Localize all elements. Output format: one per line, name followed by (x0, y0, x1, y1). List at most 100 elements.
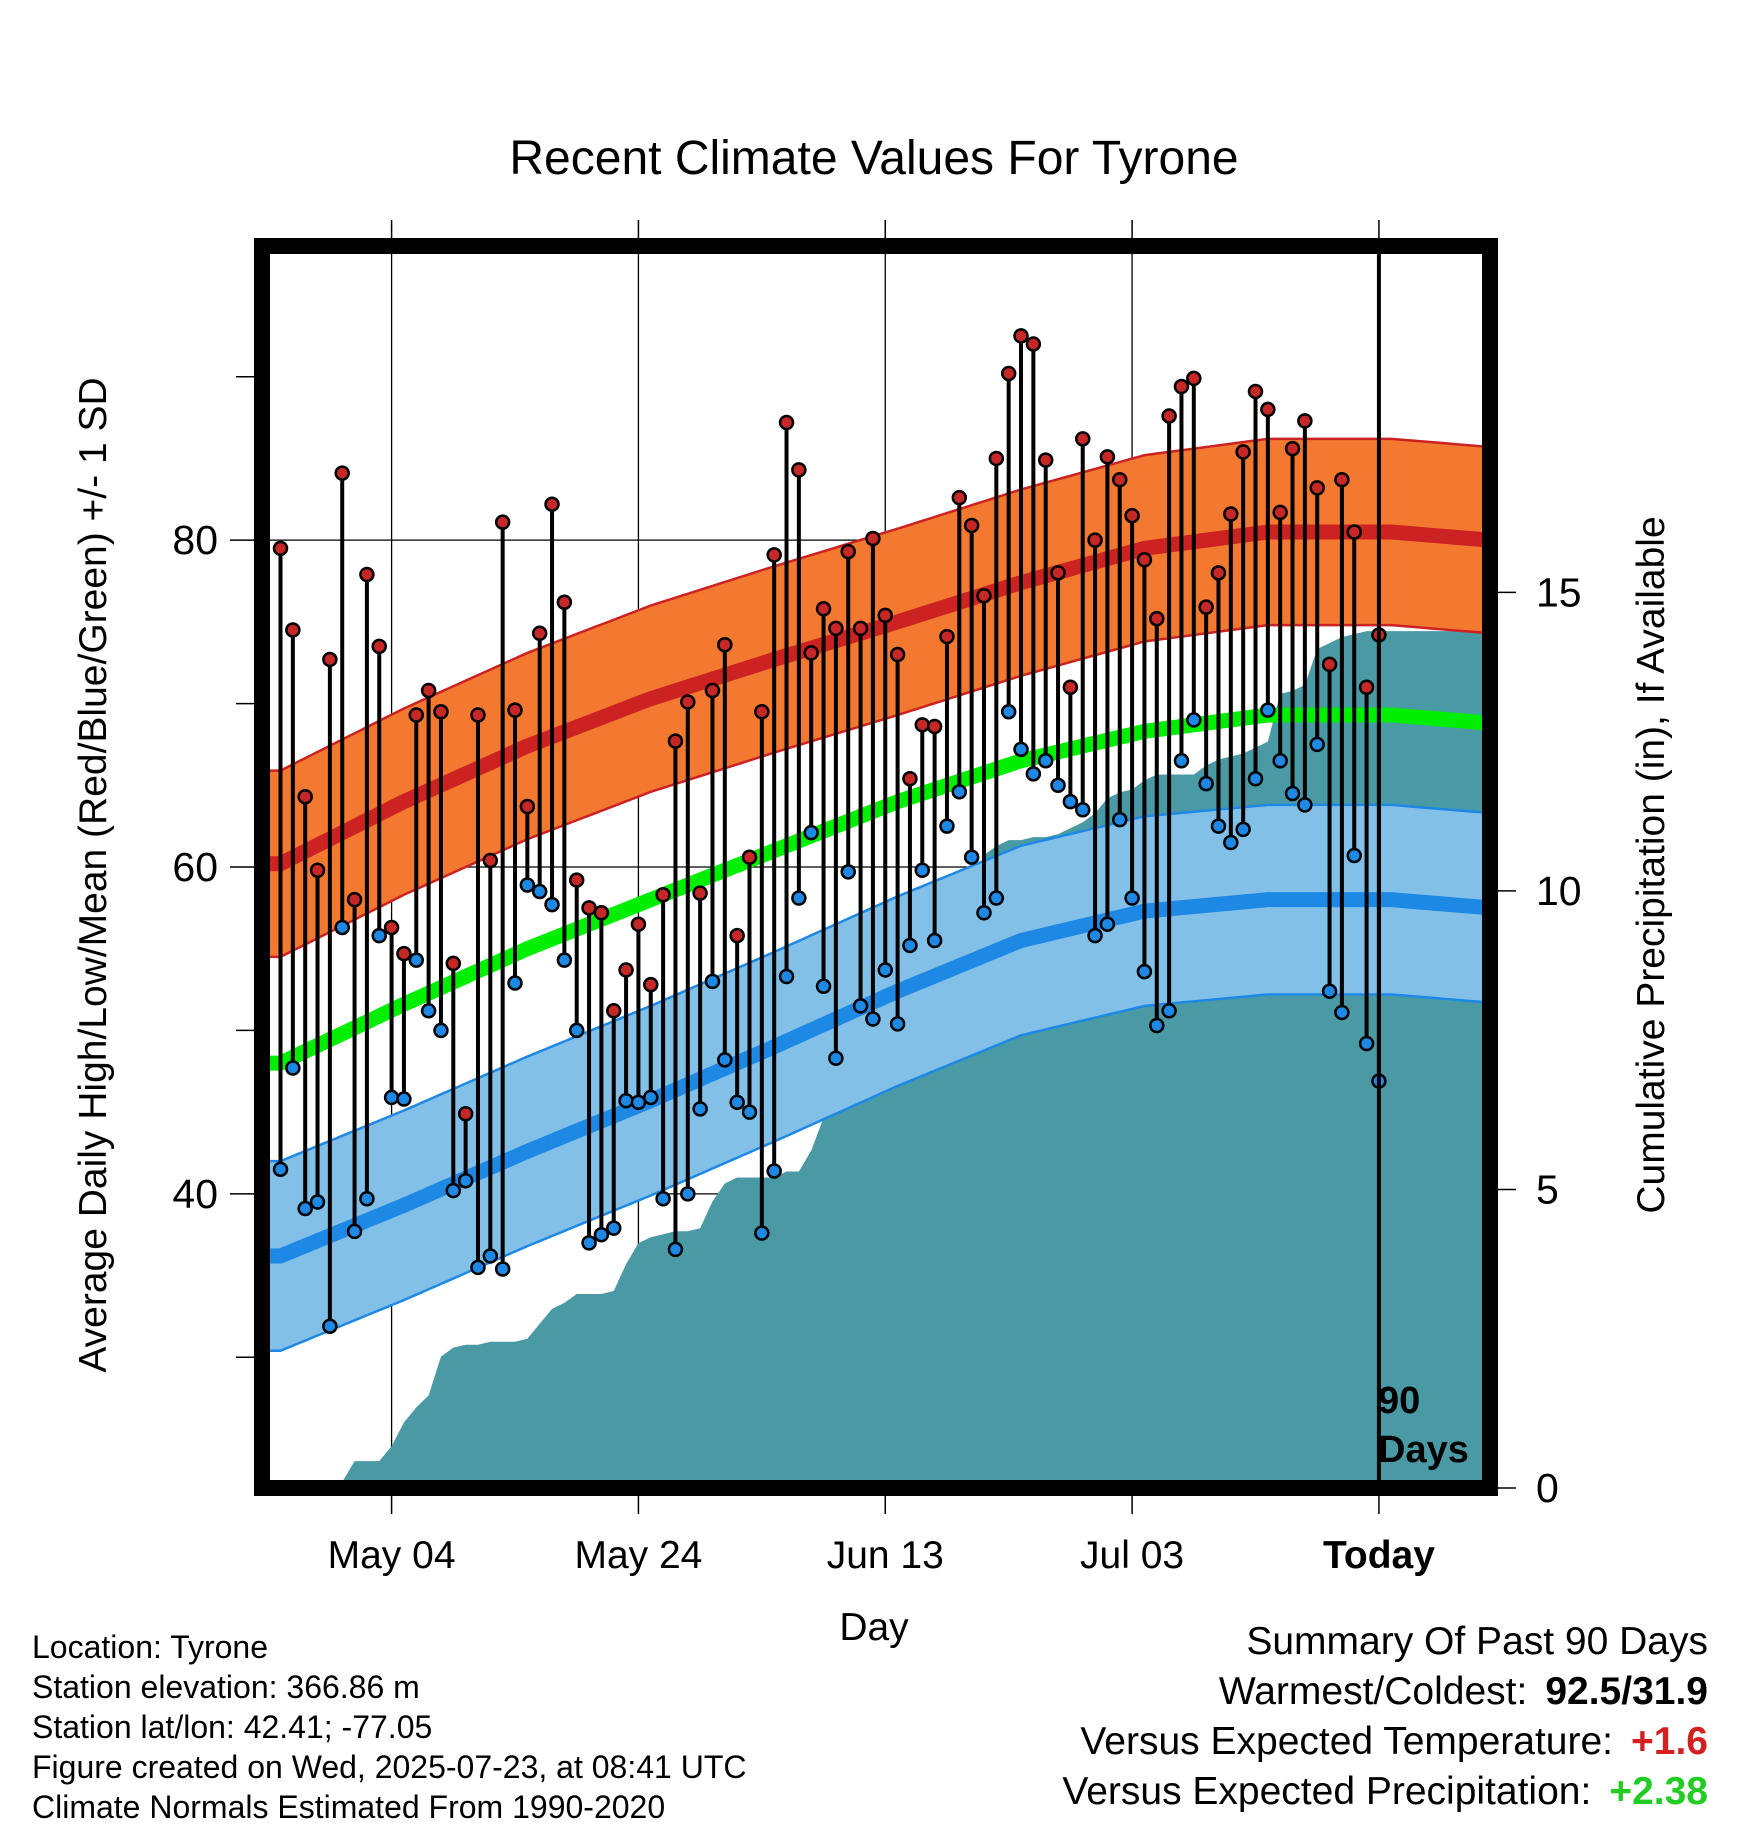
daily-low-point (877, 962, 894, 978)
daily-high-point (433, 704, 449, 720)
daily-high-point (1210, 565, 1227, 581)
daily-low-point (741, 1104, 758, 1120)
daily-high-point (556, 594, 573, 611)
daily-low-point (482, 1248, 499, 1264)
daily-low-point (717, 1052, 733, 1068)
daily-low-point (531, 883, 548, 900)
daily-high-point (741, 849, 758, 865)
daily-high-point (593, 905, 610, 921)
daily-low-point (568, 1022, 585, 1039)
daily-high-point (1321, 656, 1338, 673)
daily-high-point (470, 707, 486, 723)
y2-tick-label: 5 (1536, 1166, 1559, 1212)
daily-low-point (1309, 736, 1325, 753)
summary-precipitation-value: +2.38 (1609, 1770, 1708, 1813)
daily-low-point (383, 1089, 400, 1106)
daily-low-point (1272, 753, 1288, 769)
daily-high-point (939, 628, 955, 645)
daily-high-point (828, 620, 844, 637)
daily-high-point (457, 1106, 474, 1122)
daily-high-point (988, 450, 1005, 467)
daily-low-point (544, 896, 560, 913)
daily-high-point (1309, 480, 1325, 496)
daily-low-point (1000, 704, 1017, 720)
daily-high-point (704, 682, 721, 699)
daily-low-point (963, 849, 980, 865)
summary-temperature-label: Versus Expected Temperature: (1080, 1720, 1613, 1763)
daily-low-point (371, 927, 387, 944)
daily-high-point (1087, 532, 1103, 548)
y2-tick-label: 15 (1536, 569, 1582, 615)
daily-high-point (371, 638, 387, 655)
daily-low-point (1087, 927, 1103, 944)
info-location: Location: Tyrone (32, 1629, 269, 1665)
daily-high-point (667, 733, 684, 749)
daily-high-point (655, 887, 671, 903)
daily-low-point (408, 952, 425, 968)
daily-low-point (1074, 802, 1091, 818)
daily-high-point (791, 462, 807, 478)
y-axis-label: Average Daily High/Low/Mean (Red/Blue/Gr… (72, 377, 115, 1372)
daily-high-point (494, 514, 511, 530)
daily-high-point (692, 885, 708, 901)
daily-low-point (828, 1050, 844, 1066)
daily-low-point (667, 1241, 684, 1258)
daily-low-point (322, 1318, 338, 1334)
daily-high-point (618, 962, 634, 978)
y-tick-label: 40 (172, 1171, 218, 1217)
x-tick-label: Today (1323, 1534, 1435, 1577)
daily-low-point (618, 1092, 634, 1109)
summary-warmest-coldest: Warmest/Coldest: 92.5/31.9 (1219, 1670, 1708, 1714)
daily-low-point (297, 1200, 313, 1217)
daily-high-point (1136, 552, 1153, 568)
daily-stems-layer (278, 335, 1381, 1327)
daily-high-point (1346, 524, 1362, 540)
daily-low-point (1149, 1017, 1165, 1034)
daily-high-point (1050, 565, 1066, 581)
daily-high-point (865, 530, 881, 547)
daily-high-point (1173, 378, 1190, 395)
daily-low-point (778, 968, 795, 985)
daily-low-point (420, 1003, 437, 1019)
daily-high-point (963, 517, 980, 534)
daily-high-point (1284, 440, 1301, 457)
y-tick-label: 80 (172, 517, 218, 563)
daily-high-point (531, 625, 548, 642)
daily-high-point (1260, 401, 1276, 418)
summary-warmest-coldest-label: Warmest/Coldest: (1218, 1670, 1528, 1713)
daily-low-point (1025, 766, 1042, 782)
daily-high-point (754, 704, 770, 720)
info-normals: Climate Normals Estimated From 1990-2020 (32, 1789, 666, 1825)
summary-temperature: Versus Expected Temperature: +1.6 (1080, 1720, 1708, 1764)
daily-low-point (791, 890, 807, 906)
daily-high-point (507, 702, 523, 718)
daily-high-point (1297, 413, 1313, 429)
y-tick-label: 60 (172, 844, 218, 890)
daily-high-point (1062, 679, 1079, 695)
daily-low-point (1223, 834, 1239, 851)
daily-low-point (1260, 702, 1276, 718)
daily-high-point (1198, 599, 1214, 615)
plot-frame (254, 238, 1498, 1496)
daily-low-point (754, 1225, 770, 1241)
daily-high-point (951, 489, 968, 506)
daily-high-point (840, 543, 856, 560)
daily-low-point (643, 1089, 659, 1106)
daily-high-point (309, 862, 326, 879)
summary-precipitation: Versus Expected Precipitation: +2.38 (1062, 1770, 1708, 1814)
daily-high-point (1272, 504, 1288, 521)
daily-low-point (902, 937, 918, 954)
summary-temperature-value: +1.6 (1631, 1720, 1708, 1763)
daily-high-point (359, 566, 375, 583)
daily-high-point (889, 646, 906, 663)
daily-low-point (1124, 890, 1140, 906)
daily-low-point (1037, 753, 1054, 769)
normal-mean-line (262, 707, 1491, 1071)
daily-high-point (285, 622, 301, 638)
daily-low-point (1013, 741, 1029, 758)
today-marker: 90 Days (1376, 246, 1469, 1488)
y2-tick-label: 10 (1536, 868, 1582, 914)
daily-high-point (1099, 449, 1116, 465)
daily-low-point (1284, 785, 1301, 802)
daily-low-point (680, 1186, 696, 1202)
